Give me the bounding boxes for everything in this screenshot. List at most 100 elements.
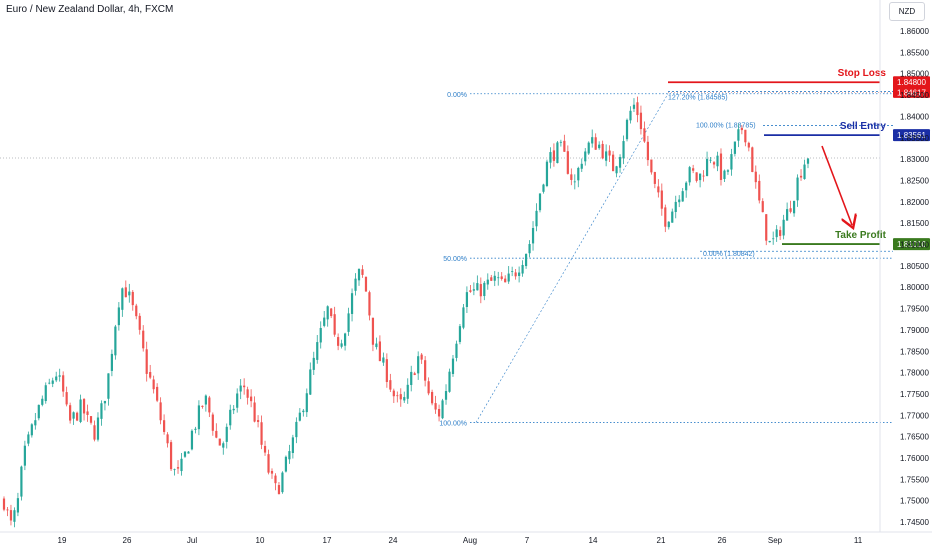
y-tick-label: 1.76000	[900, 454, 929, 463]
candle-body	[55, 376, 58, 381]
candle-body	[709, 159, 712, 161]
candle-body	[389, 380, 392, 390]
candle-body	[163, 420, 166, 432]
candle-body	[486, 279, 489, 285]
candle-body	[82, 399, 86, 414]
candle-body	[716, 155, 719, 167]
candle-body	[357, 268, 361, 281]
candle-body	[786, 209, 789, 221]
candle-body	[497, 277, 500, 279]
candle-body	[208, 397, 211, 413]
candle-body	[667, 221, 670, 228]
candle-body	[594, 137, 597, 150]
candle-body	[343, 333, 347, 346]
candle-body	[417, 356, 420, 374]
candle-body	[632, 104, 636, 109]
chart-title: Euro / New Zealand Dollar, 4h, FXCM	[6, 4, 174, 15]
y-tick-label: 1.84000	[900, 112, 929, 121]
candle-body	[699, 173, 702, 181]
candle-body	[284, 456, 288, 472]
level-price-label: 1.83561	[897, 131, 926, 140]
x-tick-label: 7	[525, 536, 530, 545]
candle-body	[176, 467, 180, 469]
candle-body	[93, 425, 96, 440]
candle-body	[643, 128, 646, 142]
y-tick-label: 1.76500	[900, 433, 929, 442]
x-tick-label: Sep	[768, 536, 783, 545]
candle-body	[437, 409, 441, 417]
y-tick-label: 1.83500	[900, 134, 929, 143]
candle-body	[232, 408, 235, 411]
level-price-tag	[893, 76, 930, 89]
candle-body	[685, 182, 688, 191]
candle-body	[295, 421, 298, 438]
candle-body	[243, 385, 246, 388]
candle-body	[740, 127, 743, 131]
fib-ext-label: 0.00% (1.80842)	[703, 251, 755, 258]
candle-body	[664, 207, 667, 227]
candle-body	[476, 283, 479, 291]
candle-body	[399, 394, 402, 400]
x-tick-label: 21	[657, 536, 666, 545]
candle-body	[514, 272, 517, 277]
candle-body	[347, 313, 350, 332]
candle-body	[124, 287, 127, 298]
candle-body	[194, 428, 197, 430]
candle-body	[573, 181, 576, 183]
candle-body	[183, 451, 187, 457]
candle-body	[2, 498, 6, 510]
x-tick-label: 10	[256, 536, 265, 545]
candle-body	[37, 404, 40, 419]
y-tick-label: 1.79500	[900, 305, 929, 314]
candle-body	[239, 385, 242, 392]
candle-body	[444, 391, 448, 400]
candle-body	[368, 292, 371, 316]
candle-body	[156, 386, 159, 401]
candle-body	[413, 373, 416, 375]
candle-body	[326, 306, 329, 320]
currency-selector[interactable]: NZD	[889, 2, 925, 21]
candle-body	[618, 157, 622, 168]
candle-body	[806, 158, 810, 164]
candle-body	[34, 420, 37, 426]
candle-body	[110, 353, 113, 371]
candle-body	[330, 308, 333, 317]
candle-body	[298, 412, 301, 421]
candle-body	[378, 341, 381, 362]
extra-price-label: 1.84617	[897, 88, 926, 97]
candle-body	[44, 385, 47, 402]
candle-body	[16, 498, 20, 513]
candle-body	[671, 211, 674, 223]
candle-body	[552, 150, 556, 161]
candle-body	[75, 412, 79, 421]
candle-body	[312, 357, 315, 370]
y-tick-label: 1.82500	[900, 176, 929, 185]
x-tick-label: 11	[854, 536, 863, 545]
candle-body	[653, 172, 656, 184]
candle-body	[611, 154, 615, 172]
candle-body	[128, 291, 131, 296]
candle-body	[737, 129, 740, 141]
x-tick-label: 24	[389, 536, 398, 545]
candle-body	[744, 129, 747, 143]
candle-body	[69, 405, 72, 421]
candle-body	[792, 200, 796, 214]
candle-body	[765, 214, 768, 241]
candle-body	[62, 375, 65, 392]
candle-body	[650, 159, 653, 173]
candle-body	[493, 275, 496, 281]
candle-body	[657, 186, 660, 193]
candle-body	[72, 412, 75, 419]
x-tick-label: Jul	[187, 536, 197, 545]
candle-body	[410, 371, 413, 385]
sell-direction-arrow	[821, 145, 852, 225]
level-name: Stop Loss	[838, 68, 887, 79]
candle-body	[371, 317, 375, 345]
candle-body	[135, 305, 138, 317]
candle-body	[173, 469, 176, 471]
candle-body	[504, 278, 507, 283]
candle-body	[20, 466, 23, 497]
candle-body	[622, 141, 625, 159]
candle-body	[761, 201, 764, 213]
